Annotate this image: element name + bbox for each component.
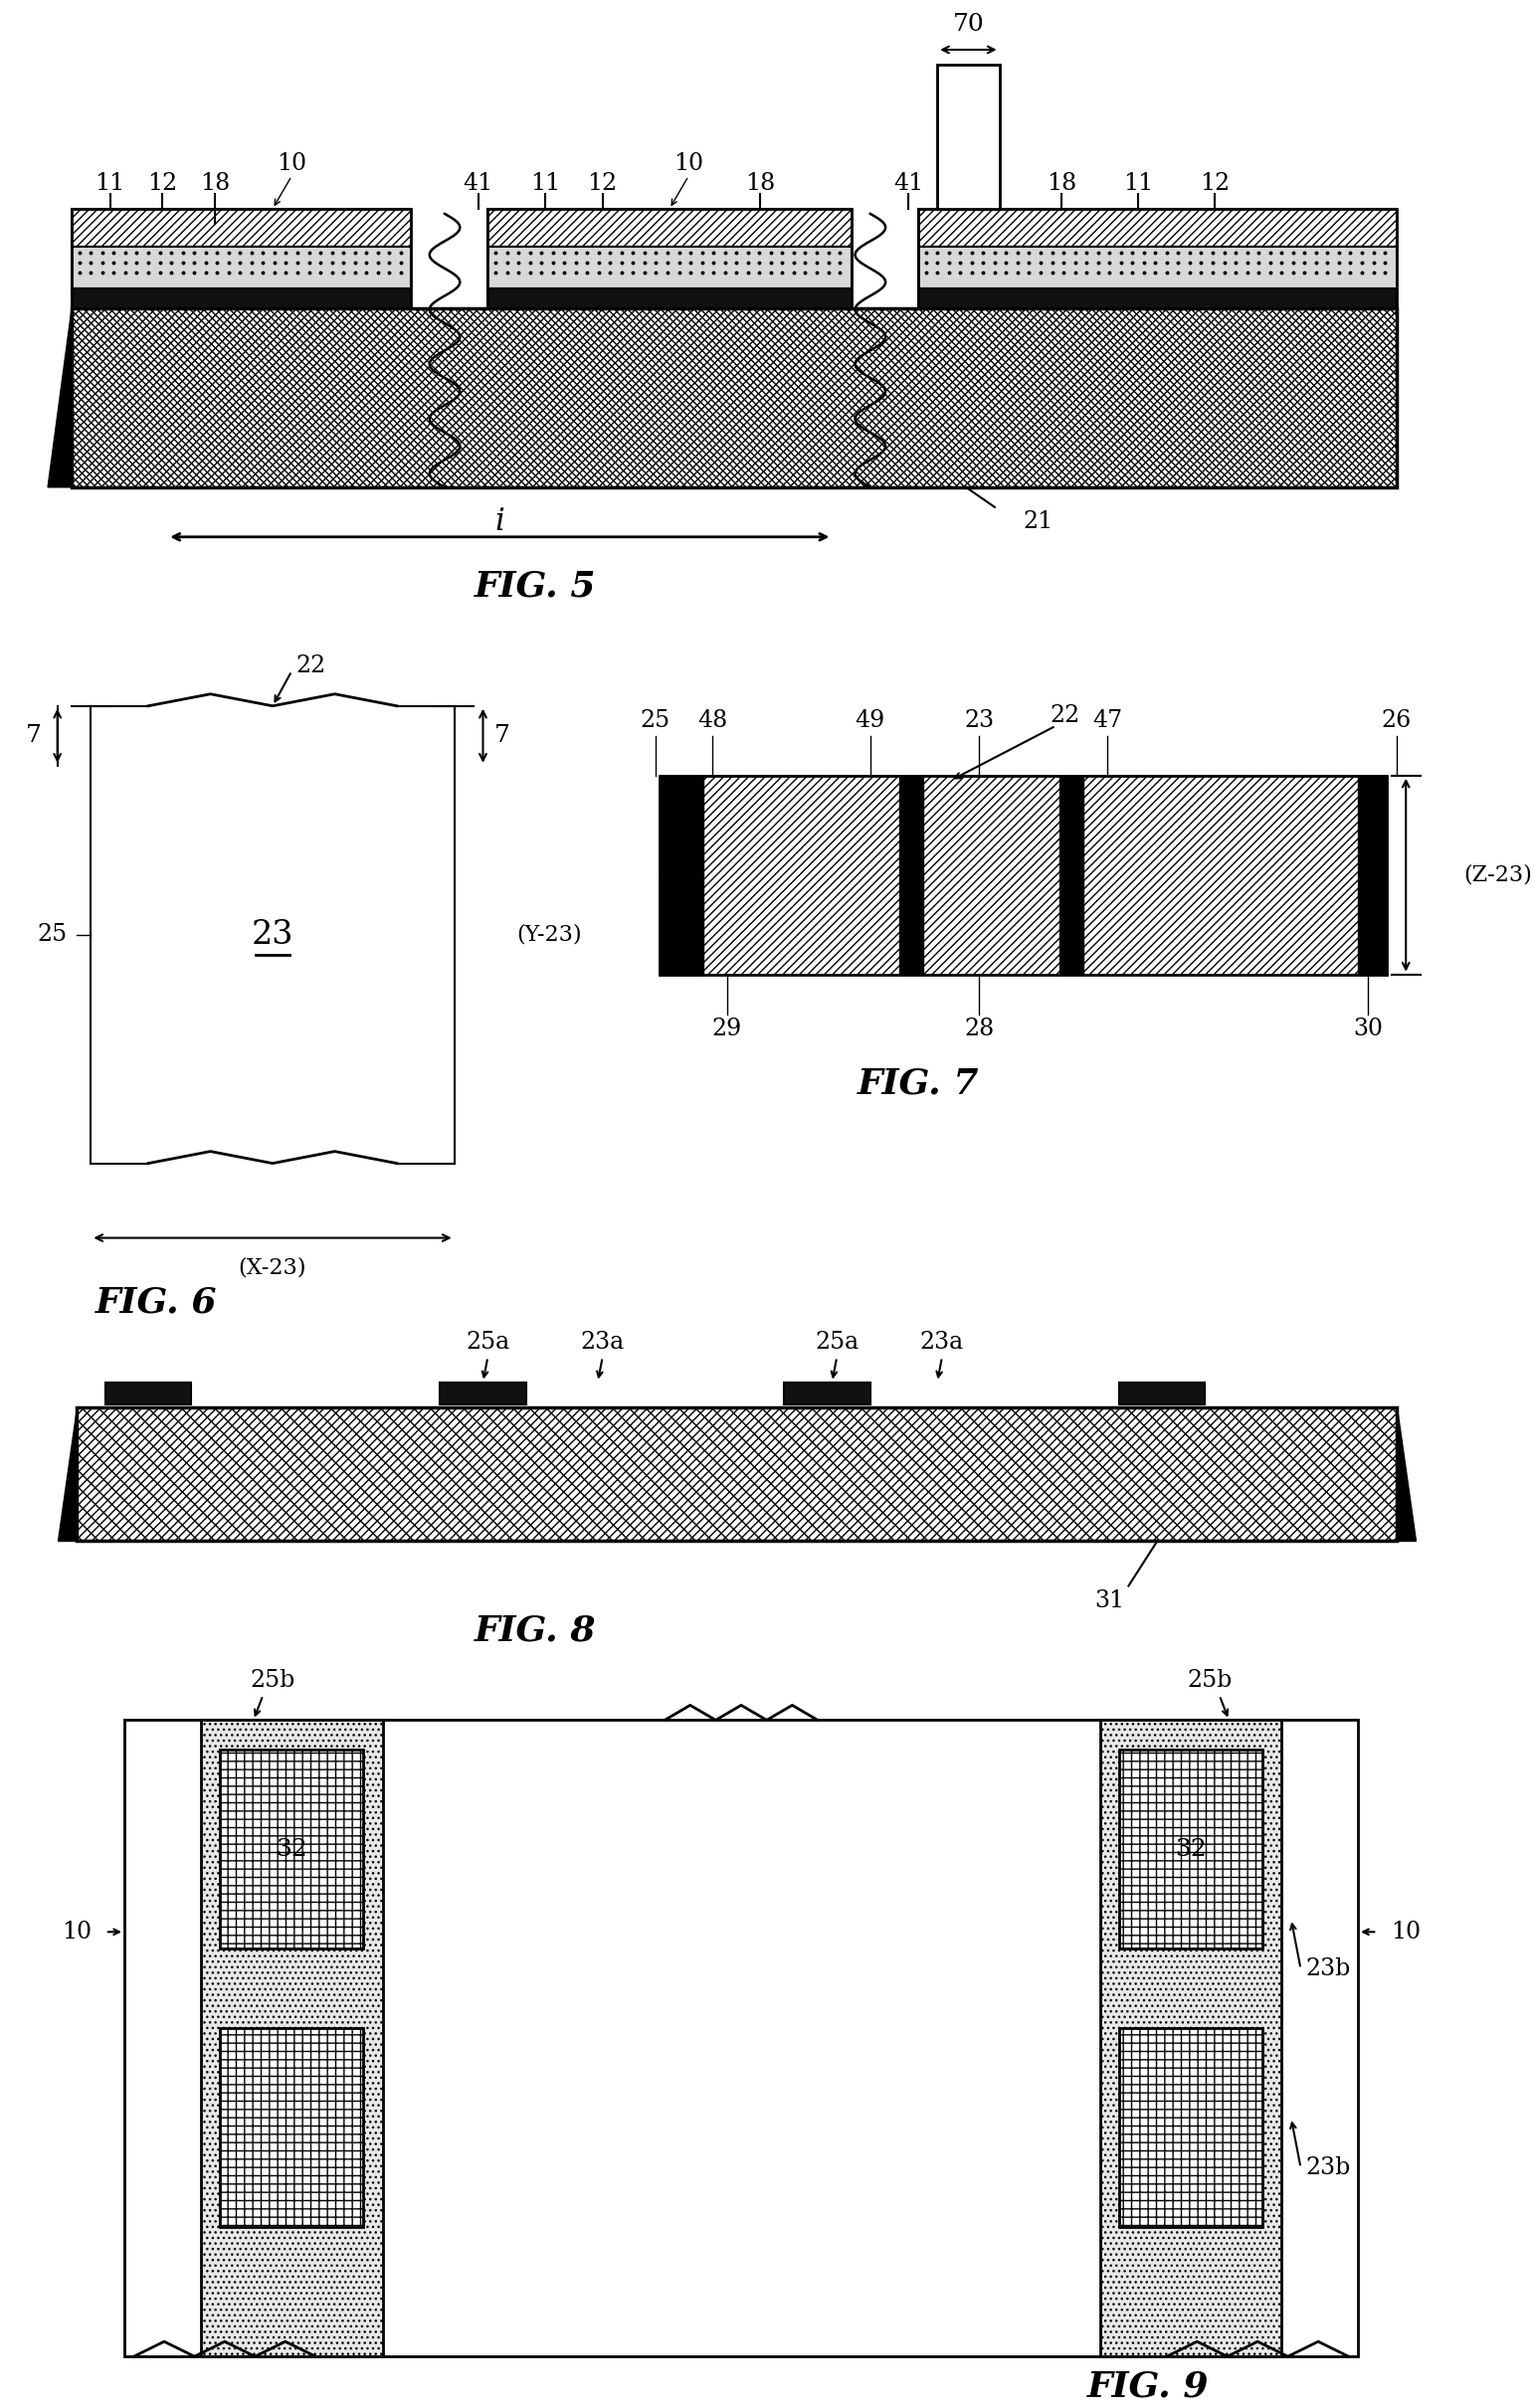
Polygon shape — [660, 775, 698, 975]
Text: 25: 25 — [38, 922, 67, 946]
Text: 25a: 25a — [466, 1332, 509, 1353]
Text: 32: 32 — [1175, 1837, 1206, 1861]
Bar — [899, 775, 923, 975]
Text: 18: 18 — [1046, 173, 1077, 195]
Polygon shape — [1396, 1406, 1416, 1541]
Polygon shape — [660, 775, 703, 975]
Text: FIG. 7: FIG. 7 — [858, 1067, 979, 1100]
Bar — [72, 308, 1396, 486]
Polygon shape — [48, 308, 72, 486]
Text: 10: 10 — [276, 152, 307, 176]
Bar — [72, 308, 1396, 486]
Bar — [919, 209, 1396, 308]
Bar — [919, 289, 1396, 308]
Bar — [77, 1406, 1396, 1541]
Bar — [201, 1719, 382, 2357]
Bar — [1060, 775, 1083, 975]
Text: 11: 11 — [531, 173, 560, 195]
Text: 23: 23 — [965, 710, 994, 732]
Text: 25b: 25b — [250, 1669, 295, 1693]
Bar — [660, 775, 1387, 975]
Text: 29: 29 — [712, 1019, 742, 1040]
Text: 23: 23 — [252, 920, 293, 951]
Text: 11: 11 — [1123, 173, 1154, 195]
Bar — [72, 246, 411, 289]
Bar — [1118, 2028, 1262, 2227]
Text: 25a: 25a — [815, 1332, 859, 1353]
Text: 18: 18 — [746, 173, 775, 195]
Text: 22: 22 — [296, 655, 325, 677]
Bar — [72, 289, 411, 308]
Text: 70: 70 — [953, 14, 985, 36]
Bar — [106, 1382, 192, 1404]
Bar — [219, 2028, 364, 2227]
Text: FIG. 8: FIG. 8 — [474, 1613, 597, 1647]
Bar — [72, 209, 411, 246]
Text: 25b: 25b — [1187, 1669, 1232, 1693]
Bar — [124, 1719, 1358, 2357]
Text: 31: 31 — [1094, 1589, 1124, 1613]
Text: 48: 48 — [698, 710, 727, 732]
Text: FIG. 9: FIG. 9 — [1086, 2369, 1209, 2403]
Bar — [1358, 775, 1387, 975]
Text: 26: 26 — [1381, 710, 1411, 732]
Text: (Y-23): (Y-23) — [517, 925, 581, 946]
Text: 10: 10 — [673, 152, 704, 176]
Text: 23b: 23b — [1305, 2155, 1350, 2179]
Bar — [784, 1382, 870, 1404]
Text: (Z-23): (Z-23) — [1463, 864, 1532, 886]
Bar — [1100, 1719, 1281, 2357]
Bar — [488, 289, 851, 308]
Polygon shape — [57, 1406, 77, 1541]
Bar — [488, 246, 851, 289]
Bar — [660, 775, 698, 975]
Text: 12: 12 — [588, 173, 618, 195]
Text: (X-23): (X-23) — [238, 1257, 307, 1279]
Bar — [219, 1751, 364, 1948]
Text: 10: 10 — [61, 1922, 92, 1943]
Text: 41: 41 — [893, 173, 923, 195]
Text: 7: 7 — [494, 725, 509, 746]
Text: 10: 10 — [1391, 1922, 1420, 1943]
Text: 7: 7 — [26, 725, 41, 746]
Bar — [77, 1406, 1396, 1541]
Text: 23a: 23a — [580, 1332, 624, 1353]
Text: i: i — [495, 506, 505, 537]
Bar — [919, 246, 1396, 289]
Text: 12: 12 — [1200, 173, 1230, 195]
Bar — [937, 65, 1000, 209]
Bar — [919, 209, 1396, 246]
Text: 11: 11 — [95, 173, 126, 195]
Text: 47: 47 — [1092, 710, 1123, 732]
Text: 49: 49 — [856, 710, 885, 732]
Text: 30: 30 — [1353, 1019, 1382, 1040]
Bar — [1118, 1751, 1262, 1948]
Text: 22: 22 — [1051, 706, 1080, 727]
Text: FIG. 5: FIG. 5 — [474, 571, 597, 604]
Text: 41: 41 — [463, 173, 494, 195]
Text: 18: 18 — [199, 173, 230, 195]
Text: FIG. 6: FIG. 6 — [95, 1286, 218, 1320]
Bar — [440, 1382, 526, 1404]
Bar — [488, 209, 851, 308]
Text: 25: 25 — [640, 710, 670, 732]
Text: 21: 21 — [1023, 510, 1054, 535]
Text: 28: 28 — [965, 1019, 994, 1040]
Bar — [72, 209, 411, 308]
Text: 23a: 23a — [920, 1332, 963, 1353]
Text: 32: 32 — [276, 1837, 307, 1861]
Text: 12: 12 — [147, 173, 178, 195]
Bar — [1118, 1382, 1206, 1404]
Text: 23b: 23b — [1305, 1958, 1350, 1979]
Bar — [488, 209, 851, 246]
